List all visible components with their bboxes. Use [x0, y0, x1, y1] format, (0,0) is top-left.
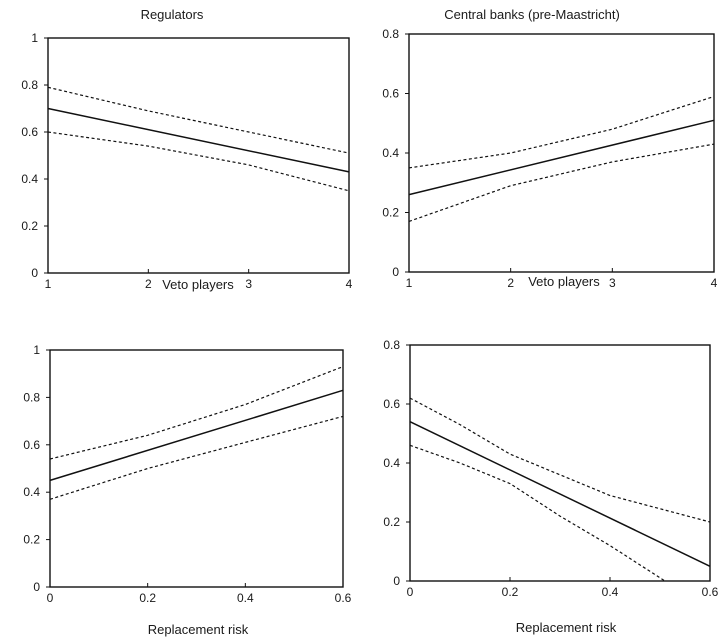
- y-tick-label: 0.4: [23, 485, 40, 499]
- panel-central-banks-replacement: 0 0.2 0.4 0.6 0 0.2 0.4 0.6 0.8 Replacement risk: [383, 338, 718, 635]
- y-tick-label: 0.4: [21, 172, 38, 186]
- x-tick-label: 0: [47, 591, 54, 605]
- axis-ticks: 1 2 3 4 0 0.2 0.4 0.6 0.8: [382, 27, 717, 290]
- x-axis-label: Replacement risk: [148, 622, 249, 637]
- series-layer: [409, 97, 714, 222]
- y-tick-label: 0.6: [382, 87, 399, 101]
- plot-frame: [410, 345, 710, 581]
- axis-ticks: 0 0.2 0.4 0.6 0 0.2 0.4 0.6 0.8: [383, 338, 718, 599]
- chart-title: Central banks (pre-Maastricht): [444, 7, 620, 22]
- y-tick-label: 0.6: [383, 397, 400, 411]
- panel-central-banks-veto: Central banks (pre-Maastricht) 1 2 3 4 0 0.2 0…: [382, 7, 717, 290]
- series-layer: [50, 367, 343, 500]
- estimate-line: [50, 390, 343, 480]
- plot-frame: [409, 34, 714, 272]
- x-tick-label: 2: [145, 277, 152, 291]
- x-tick-label: 0.6: [335, 591, 352, 605]
- x-tick-label: 1: [45, 277, 52, 291]
- x-axis-label: Replacement risk: [516, 620, 617, 635]
- lower-bound-line: [50, 416, 343, 499]
- x-tick-label: 0.2: [139, 591, 156, 605]
- x-tick-label: 1: [406, 276, 413, 290]
- axis-ticks: 1 2 3 4 0 0.2 0.4 0.6 0.8 1: [21, 31, 352, 291]
- x-tick-label: 0.4: [237, 591, 254, 605]
- x-tick-label: 4: [346, 277, 353, 291]
- y-tick-label: 0.4: [382, 146, 399, 160]
- panel-regulators: Regulators 1 2 3 4 0 0.2 0.4 0.6 0.8 1 Veto playe…: [21, 7, 352, 292]
- x-tick-label: 2: [507, 276, 514, 290]
- y-tick-label: 0.4: [383, 456, 400, 470]
- plot-frame: [48, 38, 349, 273]
- y-tick-label: 0.2: [382, 206, 399, 220]
- x-tick-label: 4: [711, 276, 718, 290]
- x-tick-label: 0: [407, 585, 414, 599]
- y-tick-label: 0.2: [383, 515, 400, 529]
- series-layer: [48, 87, 349, 191]
- estimate-line: [410, 422, 710, 567]
- y-tick-label: 0.2: [23, 533, 40, 547]
- y-tick-label: 1: [33, 343, 40, 357]
- y-tick-label: 0: [33, 580, 40, 594]
- plot-frame: [50, 350, 343, 587]
- x-axis-label: Veto players: [528, 274, 600, 289]
- y-tick-label: 0.2: [21, 219, 38, 233]
- y-tick-label: 0.6: [23, 438, 40, 452]
- x-tick-label: 3: [245, 277, 252, 291]
- y-tick-label: 0.6: [21, 125, 38, 139]
- y-tick-label: 0.8: [382, 27, 399, 41]
- y-tick-label: 0.8: [21, 78, 38, 92]
- y-tick-label: 0: [31, 266, 38, 280]
- upper-bound-line: [410, 398, 710, 522]
- panel-regulators-replacement: 0 0.2 0.4 0.6 0 0.2 0.4 0.6 0.8 1 Replacement ris…: [23, 343, 351, 637]
- estimate-line: [409, 120, 714, 194]
- x-tick-label: 0.2: [502, 585, 519, 599]
- y-tick-label: 1: [31, 31, 38, 45]
- y-tick-label: 0.8: [383, 338, 400, 352]
- upper-bound-line: [50, 367, 343, 459]
- y-tick-label: 0.8: [23, 390, 40, 404]
- estimate-line: [48, 109, 349, 172]
- chart-title: Regulators: [141, 7, 204, 22]
- series-layer: [410, 398, 710, 581]
- x-axis-label: Veto players: [162, 277, 234, 292]
- x-tick-label: 0.6: [702, 585, 719, 599]
- x-tick-label: 0.4: [602, 585, 619, 599]
- x-tick-label: 3: [609, 276, 616, 290]
- upper-bound-line: [48, 87, 349, 153]
- y-tick-label: 0: [392, 265, 399, 279]
- y-tick-label: 0: [393, 574, 400, 588]
